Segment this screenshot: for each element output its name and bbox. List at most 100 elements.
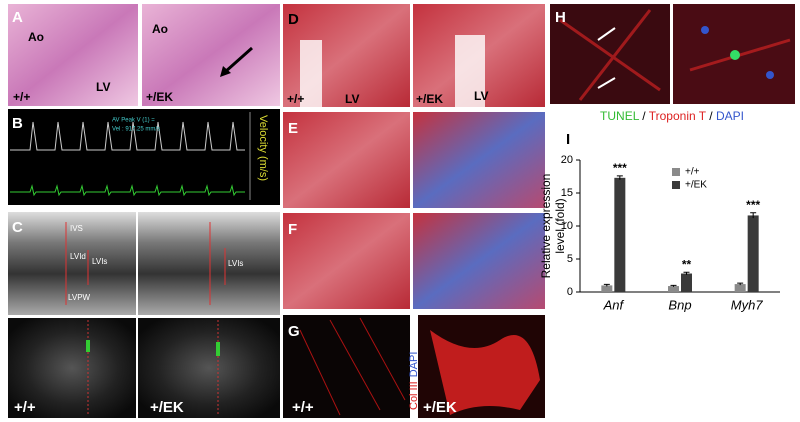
label: LVIs <box>228 259 243 268</box>
panel-b: B AV Peak V (1) = Vel : 917.25 mm/s Velo… <box>8 109 280 205</box>
histology-image <box>283 112 410 208</box>
error-bar <box>603 283 610 287</box>
arrow-head <box>220 66 231 77</box>
bar <box>734 284 746 292</box>
panel-label: E <box>288 120 298 137</box>
ecg-trace <box>10 184 245 197</box>
y-tick-label: 15 <box>561 187 573 199</box>
panel-c: C IVS LVId LVIs LVPW LVIs +/+ +/EK <box>8 212 280 418</box>
significance: ** <box>682 257 692 271</box>
bar <box>668 286 679 292</box>
panel-d: D +/+ LV +/EK LV <box>283 4 545 107</box>
label: Ao <box>152 22 168 36</box>
genotype: +/EK <box>416 92 443 106</box>
echo-image <box>8 318 136 418</box>
y-axis-label: Relative expressionlevel (fold) <box>539 174 567 279</box>
panel-f: F <box>283 213 545 309</box>
mmode-image <box>8 212 136 315</box>
stain: DAPI <box>408 352 420 378</box>
genotype: +/+ <box>292 399 314 416</box>
label: LVIs <box>92 257 107 266</box>
panel-i: I Relative expressionlevel (fold) 0 5 10 15… <box>539 131 780 312</box>
collagen <box>430 330 540 415</box>
panel-a: A Ao LV +/+ Ao +/EK <box>8 4 280 106</box>
label: LVId <box>70 252 86 261</box>
y-tick-label: 20 <box>561 154 573 166</box>
arrow <box>597 77 616 89</box>
marker <box>216 342 220 356</box>
histology-image <box>413 112 545 208</box>
panel-g: G Col III DAPI +/+ +/EK <box>283 315 545 418</box>
genotype: +/EK <box>146 90 173 104</box>
x-tick-label: Anf <box>603 297 625 312</box>
panel-h: H TUNEL / Troponin T / DAPI <box>550 4 795 123</box>
stain: TUNEL <box>600 109 640 123</box>
y-axis-label-line: Relative expression <box>539 174 553 279</box>
x-tick-label: Myh7 <box>731 297 764 312</box>
error-bar <box>616 175 623 180</box>
panel-label: C <box>12 219 23 236</box>
marker <box>86 340 90 352</box>
label: LVPW <box>68 293 91 302</box>
bar <box>681 273 692 292</box>
nucleus <box>766 71 774 79</box>
axis-label: Velocity (m/s) <box>257 115 269 181</box>
legend-label: +/+ <box>685 167 700 178</box>
histology-image <box>413 213 545 309</box>
panel-label: A <box>12 9 23 26</box>
doppler-trace <box>10 121 245 151</box>
panel-label: D <box>288 11 299 28</box>
arrow <box>224 46 253 74</box>
legend-label: +/EK <box>685 180 707 191</box>
measurement: AV Peak V (1) = <box>112 118 155 124</box>
stain: DAPI <box>716 109 744 123</box>
genotype: +/+ <box>287 92 304 106</box>
fiber <box>299 317 406 416</box>
label: LV <box>96 80 110 94</box>
error-bar <box>670 284 677 287</box>
genotype: +/EK <box>423 399 457 416</box>
lumen <box>300 40 322 107</box>
measurement: Vel : 917.25 mm/s <box>112 127 160 133</box>
legend-swatch <box>672 181 680 189</box>
bar <box>614 177 626 292</box>
panel-label: G <box>288 323 300 340</box>
bar <box>601 285 613 292</box>
nucleus <box>701 26 709 34</box>
tunel-cell <box>730 50 740 60</box>
label: LV <box>474 89 488 103</box>
histology-image <box>142 4 280 106</box>
genotype: +/+ <box>14 399 36 416</box>
y-tick-label: 10 <box>561 220 573 232</box>
histology-image <box>283 213 410 309</box>
lumen <box>455 35 485 107</box>
doppler-image <box>8 109 280 205</box>
y-tick-label: 0 <box>567 286 573 298</box>
panel-e: E <box>283 112 545 208</box>
histology-image <box>8 4 138 106</box>
panel-label: H <box>555 9 566 26</box>
panel-label: F <box>288 221 297 238</box>
y-tick-label: 5 <box>567 253 573 265</box>
legend-swatch <box>672 168 680 176</box>
stain: Col III <box>408 381 420 410</box>
stain-legend: Col III DAPI <box>408 352 420 410</box>
separator: / <box>709 109 713 123</box>
panel-label: B <box>12 115 23 132</box>
label: IVS <box>70 224 83 233</box>
y-axis-label-line: level (fold) <box>553 198 567 253</box>
label: Ao <box>28 30 44 44</box>
panel-label: I <box>566 131 570 148</box>
genotype: +/EK <box>150 399 184 416</box>
fluorescence-image <box>283 315 410 418</box>
mmode-image <box>138 212 280 315</box>
arrow <box>597 27 616 41</box>
significance: *** <box>613 161 627 175</box>
significance: *** <box>746 198 760 212</box>
error-bar <box>683 271 690 275</box>
error-bar <box>750 212 757 219</box>
separator: / <box>642 109 646 123</box>
error-bar <box>737 282 744 286</box>
x-tick-label: Bnp <box>668 297 691 312</box>
